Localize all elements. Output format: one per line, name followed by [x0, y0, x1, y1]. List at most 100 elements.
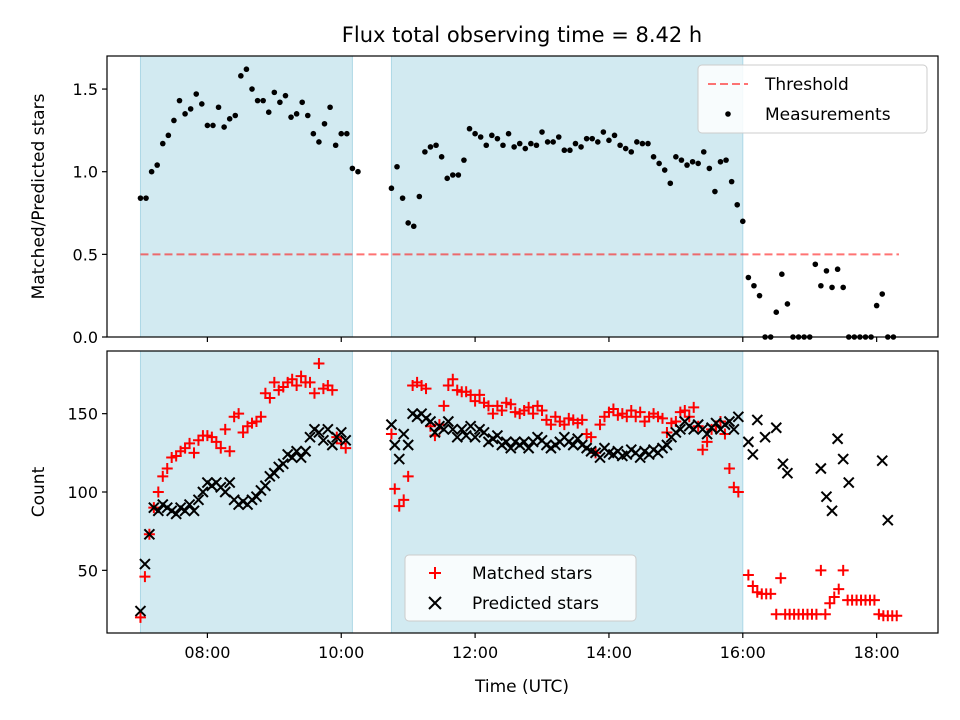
- measurement-point: [438, 154, 445, 160]
- predicted-point: [661, 439, 673, 451]
- matched-point: [833, 583, 845, 595]
- measurement-point: [494, 135, 501, 142]
- predicted-point: [674, 423, 687, 436]
- x-tick-label: 08:00: [184, 643, 230, 662]
- measurement-point: [840, 284, 846, 291]
- predicted-point: [747, 448, 759, 461]
- measurement-point: [533, 142, 540, 149]
- measurement-point: [673, 154, 679, 160]
- matched-point: [469, 395, 481, 407]
- predicted-point: [837, 453, 849, 465]
- measurement-point: [176, 97, 183, 104]
- measurement-point: [522, 145, 529, 152]
- matched-point: [527, 408, 539, 420]
- measurement-point: [293, 111, 300, 117]
- measurement-point: [734, 201, 741, 208]
- predicted-point: [335, 426, 347, 439]
- measurement-point: [277, 99, 283, 106]
- measurement-point: [455, 172, 462, 178]
- matched-point: [585, 431, 597, 443]
- x-tick-label: 10:00: [318, 643, 364, 662]
- bottom-panel: 50 100 150 08:00 10:00 12:00 14:00 16:00 18:00 Co…: [29, 350, 939, 662]
- legend-box: [697, 64, 928, 134]
- matched-point: [139, 571, 151, 583]
- measurement-point: [327, 104, 333, 111]
- measurement-point: [583, 135, 590, 142]
- matched-point: [656, 412, 668, 424]
- measurement-point: [316, 139, 322, 145]
- measurement-point: [723, 157, 729, 163]
- matched-point: [775, 572, 787, 584]
- predicted-point: [304, 431, 316, 443]
- matched-point: [438, 400, 450, 412]
- measurement-point: [550, 139, 556, 145]
- matched-point: [697, 444, 709, 456]
- chart-title: Flux total observing time = 8.42 h: [342, 23, 702, 47]
- matched-point: [393, 500, 405, 512]
- matched-point: [313, 358, 325, 370]
- matched-point: [188, 447, 200, 459]
- matched-point: [688, 401, 700, 413]
- predicted-point: [313, 426, 325, 439]
- measurement-point: [321, 120, 328, 127]
- predicted-point: [469, 431, 481, 443]
- matched-point: [210, 436, 222, 448]
- predicted-point: [183, 498, 196, 511]
- predicted-point: [522, 442, 535, 454]
- measurement-point: [823, 268, 830, 274]
- measurement-point: [310, 130, 317, 137]
- matched-point: [815, 564, 827, 576]
- measurement-point: [461, 157, 467, 163]
- y-tick-label: 100: [67, 483, 98, 502]
- predicted-point: [442, 415, 455, 428]
- matched-point: [868, 594, 880, 606]
- matched-point: [385, 428, 397, 440]
- predicted-point: [770, 422, 782, 434]
- measurement-point: [873, 302, 880, 309]
- measurement-point: [628, 149, 635, 155]
- measurement-point: [689, 158, 696, 165]
- predicted-point: [259, 480, 272, 492]
- measurement-point: [143, 195, 149, 201]
- measurement-point: [661, 167, 668, 173]
- axes-frame: [106, 55, 939, 338]
- measurement-point: [405, 220, 411, 226]
- predicted-point: [701, 428, 713, 440]
- matched-point: [152, 486, 164, 498]
- measurement-point: [489, 132, 495, 139]
- measurement-point: [829, 284, 835, 291]
- x-tick-label: 18:00: [854, 643, 900, 662]
- measurement-point: [539, 129, 545, 135]
- predicted-point: [518, 436, 530, 448]
- measurement-point: [349, 165, 356, 172]
- measurement-point: [500, 142, 506, 149]
- measurement-point: [422, 149, 428, 155]
- measurement-point: [427, 144, 434, 150]
- matched-point: [184, 437, 196, 449]
- measurement-point: [165, 132, 172, 139]
- measurement-point: [706, 165, 713, 172]
- measurement-point: [238, 73, 244, 79]
- predicted-point: [268, 467, 281, 479]
- measurement-point: [416, 193, 423, 200]
- matched-point: [237, 426, 249, 438]
- legend-label-predicted: Predicted stars: [472, 594, 599, 614]
- measurement-point: [812, 261, 819, 268]
- measurement-point: [561, 147, 568, 154]
- measurement-point: [578, 144, 584, 150]
- matched-point: [295, 370, 307, 382]
- matched-point: [398, 494, 410, 506]
- predicted-point: [876, 454, 888, 467]
- measurement-point: [226, 116, 233, 122]
- measurement-point: [712, 188, 718, 195]
- predicted-point: [402, 439, 414, 451]
- matched-point: [536, 405, 548, 417]
- measurement-point: [728, 178, 735, 185]
- predicted-point: [322, 423, 334, 436]
- matched-point: [765, 588, 777, 600]
- y-tick-label: 0.5: [73, 245, 98, 264]
- measurement-point: [265, 109, 272, 115]
- measurement-point: [617, 142, 623, 149]
- measurement-point: [332, 142, 339, 149]
- predicted-point: [143, 528, 156, 541]
